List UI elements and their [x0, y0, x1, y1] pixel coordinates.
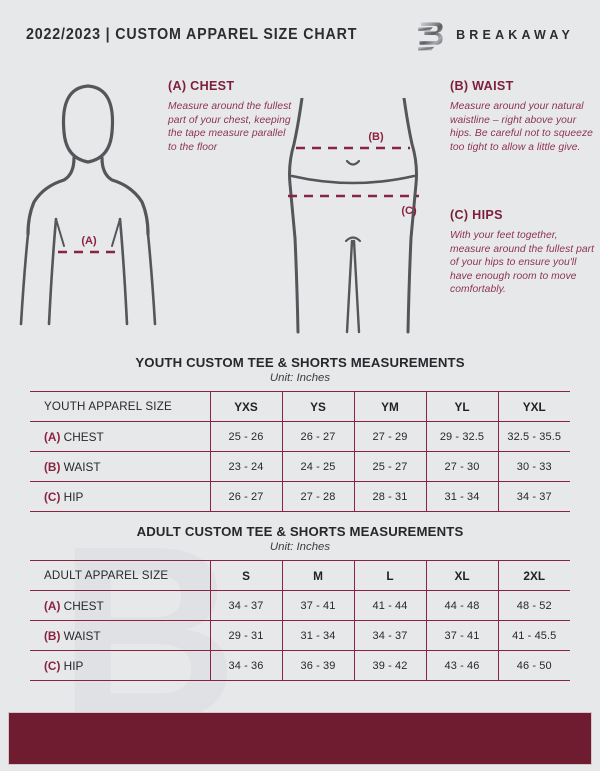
callout-chest-heading: (A) CHEST	[168, 79, 235, 93]
adult-chest-xl: 44 - 48	[425, 590, 498, 621]
lower-body-figure: (B) (C)	[288, 98, 419, 334]
adult-hip-s: 34 - 36	[209, 650, 282, 681]
row-name: HIP	[63, 658, 84, 673]
adult-size-table-block: ADULT CUSTOM TEE & SHORTS MEASUREMENTS U…	[30, 524, 570, 681]
adult-hip-l: 39 - 42	[353, 650, 426, 681]
youth-waist-yl: 27 - 30	[425, 451, 498, 482]
adult-table-title: ADULT CUSTOM TEE & SHORTS MEASUREMENTS	[136, 524, 464, 539]
youth-waist-yxs: 23 - 24	[209, 451, 282, 482]
youth-hip-yl: 31 - 34	[425, 481, 498, 512]
table-row: (C) HIP 26 - 27 27 - 28 28 - 31 31 - 34 …	[30, 481, 570, 512]
row-tag: (C)	[44, 658, 61, 673]
adult-waist-m: 31 - 34	[281, 620, 354, 651]
youth-table-unit: Unit: Inches	[269, 372, 331, 384]
brand-name: BREAKAWAY	[456, 28, 574, 42]
adult-chest-l: 41 - 44	[353, 590, 426, 621]
page-header: 2022/2023 | CUSTOM APPAREL SIZE CHART	[0, 0, 600, 70]
row-tag: (C)	[44, 489, 61, 504]
callout-chest: (A) CHEST Measure around the fullest par…	[168, 79, 296, 154]
adult-chest-s: 34 - 37	[209, 590, 282, 621]
adult-chest-2xl: 48 - 52	[497, 590, 570, 621]
row-name: HIP	[63, 489, 84, 504]
youth-size-table: YOUTH APPAREL SIZE YXS YS YM YL YXL (A) …	[30, 391, 570, 512]
adult-chest-m: 37 - 41	[281, 590, 354, 621]
row-tag: (A)	[44, 598, 61, 613]
adult-waist-2xl: 41 - 45.5	[497, 620, 570, 651]
row-tag: (B)	[44, 459, 61, 474]
adult-hip-xl: 43 - 46	[425, 650, 498, 681]
youth-hip-yxl: 34 - 37	[497, 481, 570, 512]
adult-row-chest-label: (A) CHEST	[30, 590, 210, 621]
adult-size-xl: XL	[425, 560, 498, 591]
youth-chest-ym: 27 - 29	[353, 421, 426, 452]
youth-chest-yxs: 25 - 26	[209, 421, 282, 452]
brand-lockup: BREAKAWAY	[416, 18, 574, 52]
page-title: 2022/2023 | CUSTOM APPAREL SIZE CHART	[26, 26, 358, 43]
youth-chest-yl: 29 - 32.5	[425, 421, 498, 452]
table-header-row: ADULT APPAREL SIZE S M L XL 2XL	[30, 560, 570, 591]
callout-waist-text: Measure around your natural waistline – …	[450, 101, 593, 153]
adult-row-waist-label: (B) WAIST	[30, 620, 210, 651]
youth-hip-ys: 27 - 28	[281, 481, 354, 512]
adult-size-2xl: 2XL	[497, 560, 570, 591]
youth-row-hip-label: (C) HIP	[30, 481, 210, 512]
adult-size-l: L	[353, 560, 426, 591]
callout-hips-heading: (C) HIPS	[450, 208, 503, 222]
youth-size-table-block: YOUTH CUSTOM TEE & SHORTS MEASUREMENTS U…	[30, 355, 570, 512]
adult-waist-xl: 37 - 41	[425, 620, 498, 651]
adult-label-header: ADULT APPAREL SIZE	[30, 560, 210, 591]
chest-measure-label: (A)	[81, 235, 97, 247]
table-row: (A) CHEST 34 - 37 37 - 41 41 - 44 44 - 4…	[30, 590, 570, 621]
youth-hip-ym: 28 - 31	[353, 481, 426, 512]
table-row: (A) CHEST 25 - 26 26 - 27 27 - 29 29 - 3…	[30, 421, 570, 452]
adult-row-hip-label: (C) HIP	[30, 650, 210, 681]
adult-table-unit: Unit: Inches	[269, 541, 331, 553]
row-name: WAIST	[63, 628, 101, 643]
adult-hip-2xl: 46 - 50	[497, 650, 570, 681]
breakaway-b-logo-icon	[418, 22, 443, 51]
callout-waist: (B) WAIST Measure around your natural wa…	[450, 79, 596, 154]
adult-size-table: ADULT APPAREL SIZE S M L XL 2XL (A) CHES…	[30, 560, 570, 681]
row-tag: (A)	[44, 429, 61, 444]
callout-hips: (C) HIPS With your feet together, measur…	[450, 208, 600, 297]
youth-waist-ys: 24 - 25	[281, 451, 354, 482]
youth-size-ym: YM	[353, 391, 426, 422]
footer-bar	[8, 712, 592, 765]
callout-chest-text: Measure around the fullest part of your …	[168, 101, 292, 153]
youth-row-chest-label: (A) CHEST	[30, 421, 210, 452]
adult-hip-m: 36 - 39	[281, 650, 354, 681]
illustration-area: (A) (B) (C)	[0, 70, 600, 348]
adult-size-s: S	[209, 560, 282, 591]
callout-hips-text: With your feet together, measure around …	[450, 230, 595, 296]
callout-waist-heading: (B) WAIST	[450, 79, 514, 93]
youth-label-header: YOUTH APPAREL SIZE	[30, 391, 210, 422]
table-row: (B) WAIST 29 - 31 31 - 34 34 - 37 37 - 4…	[30, 620, 570, 651]
adult-waist-l: 34 - 37	[353, 620, 426, 651]
youth-size-yxl: YXL	[497, 391, 570, 422]
hip-measure-label: (C)	[401, 205, 417, 217]
upper-body-figure: (A)	[19, 84, 157, 326]
youth-size-yxs: YXS	[209, 391, 282, 422]
youth-chest-ys: 26 - 27	[281, 421, 354, 452]
table-row: (C) HIP 34 - 36 36 - 39 39 - 42 43 - 46 …	[30, 650, 570, 681]
row-name: WAIST	[63, 459, 101, 474]
youth-row-waist-label: (B) WAIST	[30, 451, 210, 482]
row-name: CHEST	[63, 429, 104, 444]
youth-waist-yxl: 30 - 33	[497, 451, 570, 482]
adult-size-m: M	[281, 560, 354, 591]
youth-table-title: YOUTH CUSTOM TEE & SHORTS MEASUREMENTS	[135, 355, 465, 370]
youth-size-yl: YL	[425, 391, 498, 422]
adult-waist-s: 29 - 31	[209, 620, 282, 651]
youth-chest-yxl: 32.5 - 35.5	[497, 421, 570, 452]
youth-size-ys: YS	[281, 391, 354, 422]
waist-measure-label: (B)	[368, 131, 384, 143]
table-header-row: YOUTH APPAREL SIZE YXS YS YM YL YXL	[30, 391, 570, 422]
youth-hip-yxs: 26 - 27	[209, 481, 282, 512]
table-row: (B) WAIST 23 - 24 24 - 25 25 - 27 27 - 3…	[30, 451, 570, 482]
row-name: CHEST	[63, 598, 104, 613]
row-tag: (B)	[44, 628, 61, 643]
youth-waist-ym: 25 - 27	[353, 451, 426, 482]
